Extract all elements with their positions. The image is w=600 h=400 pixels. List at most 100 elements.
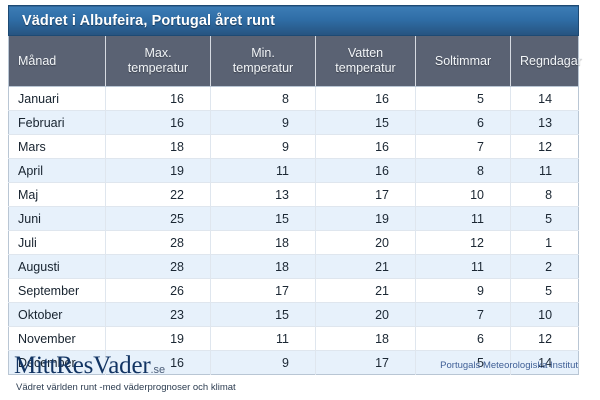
table-row: September 26 17 21 9 5 <box>8 278 579 303</box>
cell-min-temp: 15 <box>210 302 316 327</box>
table-row: April 19 11 16 8 11 <box>8 158 579 183</box>
cell-sun-hours: 11 <box>415 254 511 279</box>
column-header-month[interactable]: Månad <box>8 35 106 87</box>
cell-min-temp: 9 <box>210 134 316 159</box>
cell-max-temp: 28 <box>105 230 211 255</box>
cell-min-temp: 15 <box>210 206 316 231</box>
cell-sun-hours: 10 <box>415 182 511 207</box>
cell-month: Januari <box>8 86 106 111</box>
site-tagline: Vädret världen runt -med väderprognoser … <box>16 382 236 393</box>
cell-max-temp: 16 <box>105 86 211 111</box>
cell-max-temp: 18 <box>105 134 211 159</box>
brand-tld: .se <box>150 364 166 376</box>
cell-water-temp: 21 <box>315 254 416 279</box>
cell-sun-hours: 7 <box>415 134 511 159</box>
cell-water-temp: 17 <box>315 350 416 375</box>
page-title: Vädret i Albufeira, Portugal året runt <box>7 5 580 36</box>
cell-rain-days: 14 <box>509 350 579 375</box>
table-row: Juni 25 15 19 11 5 <box>8 206 579 231</box>
cell-sun-hours: 5 <box>415 350 511 375</box>
cell-max-temp: 25 <box>105 206 211 231</box>
cell-month: December <box>8 350 106 375</box>
cell-month: Oktober <box>8 302 106 327</box>
column-header-water-temp[interactable]: Vatten temperatur <box>315 35 416 87</box>
cell-sun-hours: 5 <box>415 86 511 111</box>
cell-max-temp: 28 <box>105 254 211 279</box>
cell-rain-days: 2 <box>509 254 579 279</box>
cell-sun-hours: 7 <box>415 302 511 327</box>
table-body: Januari 16 8 16 5 14 Februari 16 9 15 6 … <box>8 86 579 375</box>
table-row: Oktober 23 15 20 7 10 <box>8 302 579 327</box>
cell-max-temp: 23 <box>105 302 211 327</box>
cell-max-temp: 22 <box>105 182 211 207</box>
column-header-min-temp[interactable]: Min. temperatur <box>210 35 316 87</box>
cell-month: Juli <box>8 230 106 255</box>
cell-max-temp: 26 <box>105 278 211 303</box>
cell-rain-days: 5 <box>509 206 579 231</box>
footer: MittResVader.se Vädret världen runt -med… <box>0 352 600 400</box>
cell-sun-hours: 6 <box>415 110 511 135</box>
cell-min-temp: 9 <box>210 350 316 375</box>
cell-month: November <box>8 326 106 351</box>
cell-water-temp: 20 <box>315 230 416 255</box>
cell-month: Maj <box>8 182 106 207</box>
cell-max-temp: 16 <box>105 110 211 135</box>
table-header-row: Månad Max. temperatur Min. temperatur Va… <box>8 35 582 87</box>
cell-rain-days: 11 <box>509 158 579 183</box>
cell-water-temp: 21 <box>315 278 416 303</box>
cell-water-temp: 17 <box>315 182 416 207</box>
cell-rain-days: 13 <box>509 110 579 135</box>
table-row: Maj 22 13 17 10 8 <box>8 182 579 207</box>
cell-min-temp: 11 <box>210 326 316 351</box>
brand-name: MittResVader <box>14 352 151 379</box>
cell-rain-days: 12 <box>509 326 579 351</box>
cell-water-temp: 20 <box>315 302 416 327</box>
table-row: Februari 16 9 15 6 13 <box>8 110 579 135</box>
data-source-credit: Portugals Meteorologiska Institut <box>440 360 578 371</box>
cell-max-temp: 16 <box>105 350 211 375</box>
cell-rain-days: 5 <box>509 278 579 303</box>
cell-month: April <box>8 158 106 183</box>
cell-rain-days: 1 <box>509 230 579 255</box>
cell-min-temp: 8 <box>210 86 316 111</box>
table-row: Juli 28 18 20 12 1 <box>8 230 579 255</box>
cell-water-temp: 18 <box>315 326 416 351</box>
cell-rain-days: 14 <box>509 86 579 111</box>
cell-sun-hours: 11 <box>415 206 511 231</box>
cell-rain-days: 12 <box>509 134 579 159</box>
cell-month: Juni <box>8 206 106 231</box>
cell-month: Augusti <box>8 254 106 279</box>
cell-sun-hours: 6 <box>415 326 511 351</box>
cell-month: September <box>8 278 106 303</box>
cell-month: Mars <box>8 134 106 159</box>
table-row: November 19 11 18 6 12 <box>8 326 579 351</box>
cell-month: Februari <box>8 110 106 135</box>
site-logo[interactable]: MittResVader.se <box>14 352 165 380</box>
cell-min-temp: 11 <box>210 158 316 183</box>
cell-min-temp: 17 <box>210 278 316 303</box>
cell-water-temp: 16 <box>315 134 416 159</box>
cell-min-temp: 18 <box>210 230 316 255</box>
cell-min-temp: 13 <box>210 182 316 207</box>
cell-sun-hours: 8 <box>415 158 511 183</box>
column-header-max-temp[interactable]: Max. temperatur <box>105 35 211 87</box>
weather-data-table: Vädret i Albufeira, Portugal året runt M… <box>7 5 582 375</box>
column-header-rain-days[interactable]: Regndagar <box>509 35 582 87</box>
cell-max-temp: 19 <box>105 326 211 351</box>
cell-sun-hours: 12 <box>415 230 511 255</box>
cell-water-temp: 15 <box>315 110 416 135</box>
cell-water-temp: 16 <box>315 86 416 111</box>
table-row: Januari 16 8 16 5 14 <box>8 86 579 111</box>
cell-water-temp: 16 <box>315 158 416 183</box>
table-row: December 16 9 17 5 14 <box>8 350 579 375</box>
cell-rain-days: 10 <box>509 302 579 327</box>
cell-max-temp: 19 <box>105 158 211 183</box>
table-title-row: Vädret i Albufeira, Portugal året runt <box>7 5 580 36</box>
cell-water-temp: 19 <box>315 206 416 231</box>
table-row: Mars 18 9 16 7 12 <box>8 134 579 159</box>
cell-min-temp: 9 <box>210 110 316 135</box>
cell-rain-days: 8 <box>509 182 579 207</box>
column-header-sun-hours[interactable]: Soltimmar <box>415 35 511 87</box>
cell-sun-hours: 9 <box>415 278 511 303</box>
